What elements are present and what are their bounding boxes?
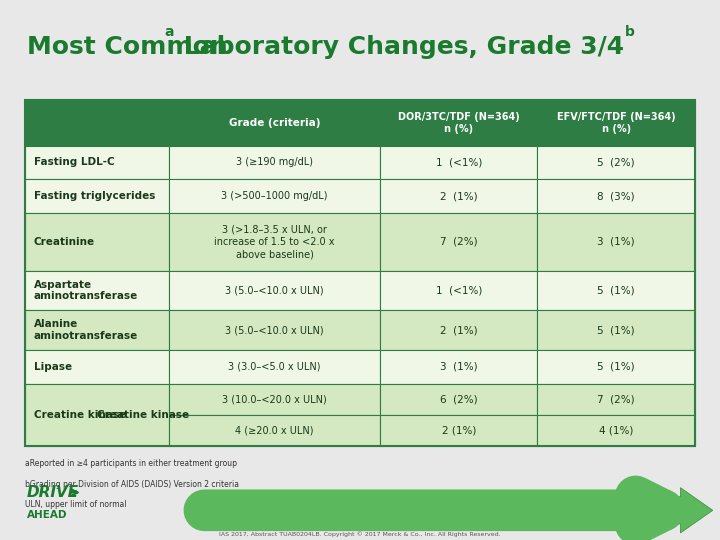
Text: 8  (3%): 8 (3%) (598, 191, 635, 201)
Bar (25, 100, 695, 446)
Text: Lipase: Lipase (34, 362, 72, 372)
Text: 3 (5.0–<10.0 x ULN): 3 (5.0–<10.0 x ULN) (225, 285, 324, 295)
Bar (537, 415, 695, 446)
Text: 1  (<1%): 1 (<1%) (436, 157, 482, 167)
Text: 5  (1%): 5 (1%) (598, 285, 635, 295)
Bar (169, 146, 380, 179)
Text: 3  (1%): 3 (1%) (598, 237, 635, 247)
Bar (380, 350, 537, 383)
Text: Alanine
aminotransferase: Alanine aminotransferase (34, 319, 138, 341)
Text: EFV/FTC/TDF (N=364)
n (%): EFV/FTC/TDF (N=364) n (%) (557, 112, 675, 134)
Text: Creatine kinase: Creatine kinase (34, 409, 126, 420)
Bar (380, 213, 537, 271)
Bar (537, 213, 695, 271)
Bar (169, 179, 380, 213)
Bar (537, 146, 695, 179)
Text: AHEAD: AHEAD (27, 510, 67, 520)
Bar (380, 415, 537, 446)
Bar (169, 383, 380, 415)
Text: Fasting triglycerides: Fasting triglycerides (34, 191, 156, 201)
Bar (537, 179, 695, 213)
Text: 3  (1%): 3 (1%) (440, 362, 477, 372)
Bar (25, 271, 169, 310)
Text: a: a (164, 25, 174, 39)
Text: bGrading per Division of AIDS (DAIDS) Version 2 criteria: bGrading per Division of AIDS (DAIDS) Ve… (25, 480, 239, 489)
Text: ULN, upper limit of normal: ULN, upper limit of normal (25, 500, 127, 509)
Text: b: b (625, 25, 635, 39)
Bar (537, 310, 695, 350)
Bar (169, 350, 380, 383)
Bar (25, 179, 169, 213)
Text: 7  (2%): 7 (2%) (598, 394, 635, 404)
Text: 6  (2%): 6 (2%) (440, 394, 477, 404)
Text: 1  (<1%): 1 (<1%) (436, 285, 482, 295)
Text: Grade (criteria): Grade (criteria) (229, 118, 320, 128)
Text: Laboratory Changes, Grade 3/4: Laboratory Changes, Grade 3/4 (175, 35, 624, 59)
Text: 7  (2%): 7 (2%) (440, 237, 477, 247)
Text: 5  (1%): 5 (1%) (598, 325, 635, 335)
Bar (380, 100, 537, 146)
Bar (25, 310, 169, 350)
Text: 3 (10.0–<20.0 x ULN): 3 (10.0–<20.0 x ULN) (222, 394, 327, 404)
Bar (537, 271, 695, 310)
Text: Creatine kinase: Creatine kinase (97, 409, 189, 420)
Bar (25, 350, 169, 383)
Bar (25, 100, 169, 146)
Bar (25, 383, 169, 446)
Text: 3 (≥190 mg/dL): 3 (≥190 mg/dL) (236, 157, 313, 167)
Bar (169, 415, 380, 446)
Bar (380, 310, 537, 350)
Text: IAS 2017, Abstract TUAB0204LB. Copyright © 2017 Merck & Co., Inc. All Rights Res: IAS 2017, Abstract TUAB0204LB. Copyright… (219, 531, 501, 537)
Text: Most Common: Most Common (27, 35, 228, 59)
Text: 4 (1%): 4 (1%) (599, 425, 634, 435)
Bar (169, 213, 380, 271)
Text: Creatinine: Creatinine (34, 237, 95, 247)
Text: Aspartate
aminotransferase: Aspartate aminotransferase (34, 280, 138, 301)
Polygon shape (202, 488, 713, 533)
Text: 3 (5.0–<10.0 x ULN): 3 (5.0–<10.0 x ULN) (225, 325, 324, 335)
Bar (169, 310, 380, 350)
Bar (169, 271, 380, 310)
Bar (380, 179, 537, 213)
Bar (25, 146, 169, 179)
Bar (380, 271, 537, 310)
Bar (380, 146, 537, 179)
Bar (537, 350, 695, 383)
Bar (537, 100, 695, 146)
Text: 4 (≥20.0 x ULN): 4 (≥20.0 x ULN) (235, 425, 314, 435)
Text: 3 (3.0–<5.0 x ULN): 3 (3.0–<5.0 x ULN) (228, 362, 321, 372)
Text: 2  (1%): 2 (1%) (440, 325, 477, 335)
Text: DRIVE: DRIVE (27, 485, 78, 500)
Text: 5  (2%): 5 (2%) (598, 157, 635, 167)
Bar (169, 100, 380, 146)
Text: 2 (1%): 2 (1%) (441, 425, 476, 435)
Text: Fasting LDL-C: Fasting LDL-C (34, 157, 114, 167)
Text: 5  (1%): 5 (1%) (598, 362, 635, 372)
Text: DOR/3TC/TDF (N=364)
n (%): DOR/3TC/TDF (N=364) n (%) (398, 112, 520, 134)
Bar (380, 383, 537, 415)
Text: 2  (1%): 2 (1%) (440, 191, 477, 201)
Text: 3 (>1.8–3.5 x ULN, or
increase of 1.5 to <2.0 x
above baseline): 3 (>1.8–3.5 x ULN, or increase of 1.5 to… (215, 224, 335, 259)
Text: aReported in ≥4 participants in either treatment group: aReported in ≥4 participants in either t… (25, 459, 237, 468)
Bar (537, 383, 695, 415)
Text: 3 (>500–1000 mg/dL): 3 (>500–1000 mg/dL) (221, 191, 328, 201)
Bar (25, 213, 169, 271)
